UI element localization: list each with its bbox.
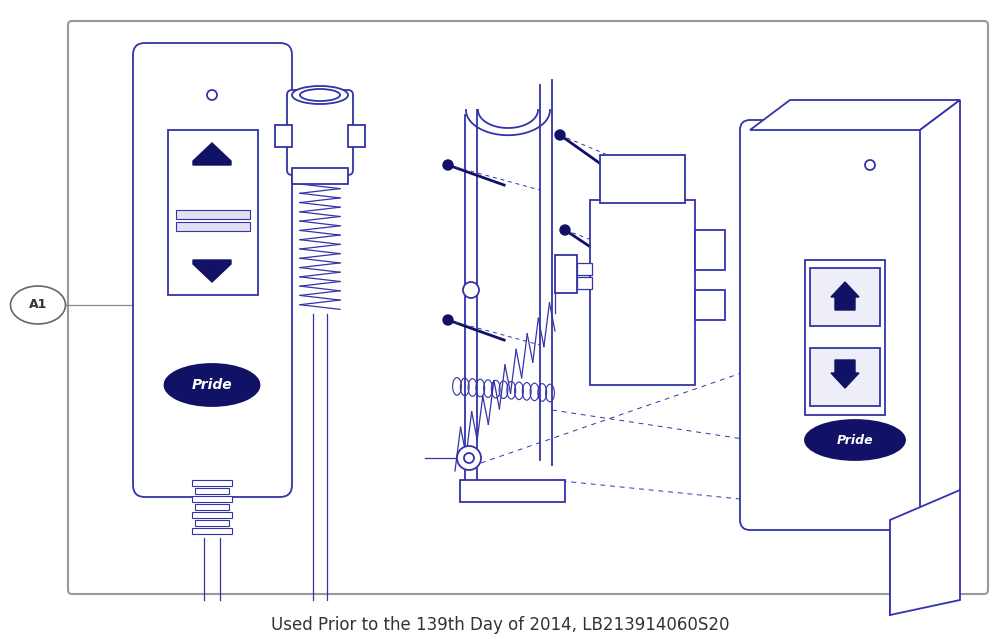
FancyArrow shape bbox=[831, 282, 859, 310]
Bar bbox=[192, 528, 232, 534]
Polygon shape bbox=[890, 490, 960, 615]
Text: Pride: Pride bbox=[837, 433, 873, 447]
Circle shape bbox=[865, 160, 875, 170]
Text: A1: A1 bbox=[29, 298, 47, 311]
Circle shape bbox=[457, 446, 481, 470]
Bar bbox=[577, 263, 592, 275]
Bar bbox=[348, 125, 365, 147]
FancyBboxPatch shape bbox=[68, 21, 988, 594]
Circle shape bbox=[555, 130, 565, 140]
Ellipse shape bbox=[805, 420, 905, 460]
Bar bbox=[192, 512, 232, 518]
Circle shape bbox=[443, 315, 453, 325]
Text: Used Prior to the 139th Day of 2014, LB213914060S20: Used Prior to the 139th Day of 2014, LB2… bbox=[271, 616, 729, 634]
Bar bbox=[176, 222, 250, 231]
Bar bbox=[460, 480, 565, 502]
Bar bbox=[195, 488, 229, 494]
Bar bbox=[275, 125, 292, 147]
Circle shape bbox=[463, 282, 479, 298]
Ellipse shape bbox=[10, 286, 66, 324]
Bar bbox=[192, 480, 232, 486]
Bar bbox=[590, 200, 695, 385]
Bar bbox=[805, 260, 885, 415]
Bar bbox=[176, 210, 250, 219]
Ellipse shape bbox=[292, 86, 348, 104]
Bar bbox=[810, 348, 880, 406]
Bar bbox=[168, 130, 258, 295]
Circle shape bbox=[464, 453, 474, 463]
Bar bbox=[192, 496, 232, 502]
Ellipse shape bbox=[164, 364, 260, 406]
Bar bbox=[810, 268, 880, 326]
Circle shape bbox=[560, 225, 570, 235]
Bar bbox=[555, 255, 577, 293]
Circle shape bbox=[207, 90, 217, 100]
Bar bbox=[577, 277, 592, 289]
Bar bbox=[695, 230, 725, 270]
FancyBboxPatch shape bbox=[740, 120, 930, 530]
Text: Pride: Pride bbox=[192, 378, 232, 392]
FancyBboxPatch shape bbox=[133, 43, 292, 497]
Bar bbox=[195, 504, 229, 510]
Ellipse shape bbox=[300, 89, 340, 101]
Polygon shape bbox=[750, 100, 960, 130]
Polygon shape bbox=[920, 100, 960, 520]
Circle shape bbox=[443, 160, 453, 170]
Bar bbox=[695, 290, 725, 320]
Bar bbox=[292, 168, 348, 184]
FancyArrow shape bbox=[193, 143, 231, 165]
Bar bbox=[195, 520, 229, 526]
FancyArrow shape bbox=[193, 260, 231, 282]
FancyBboxPatch shape bbox=[287, 90, 353, 175]
Bar bbox=[600, 155, 685, 203]
FancyArrow shape bbox=[831, 360, 859, 388]
